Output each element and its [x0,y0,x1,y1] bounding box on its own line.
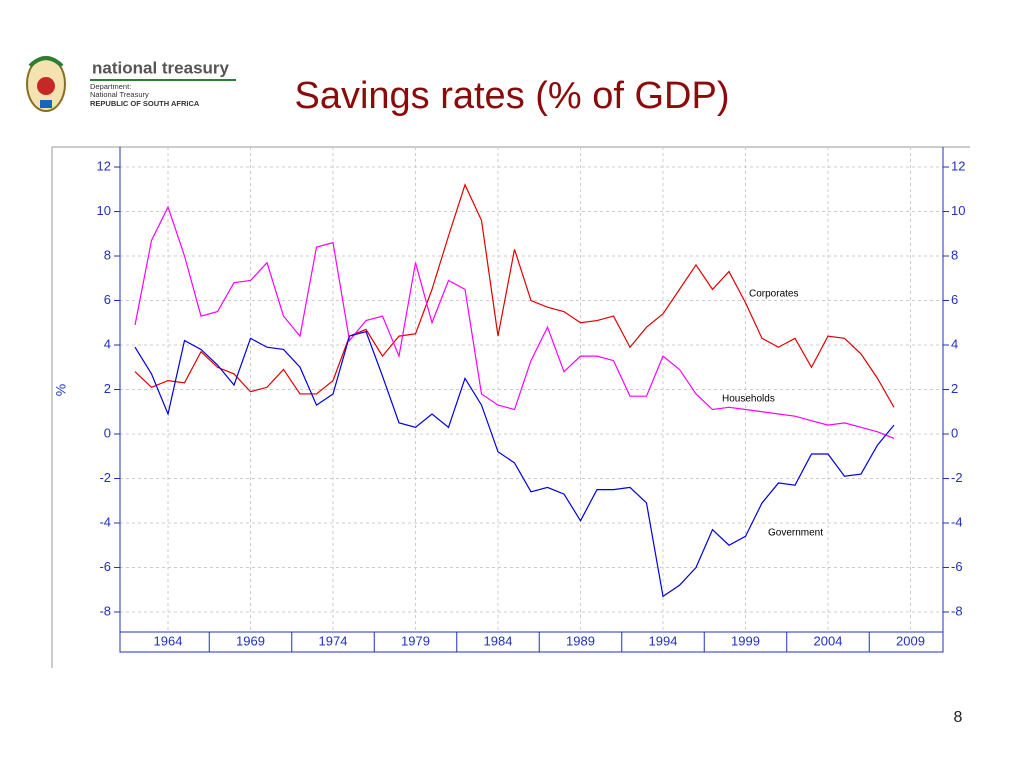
y2-tick-label: -8 [951,603,963,618]
y-tick-label: -4 [99,514,111,529]
y-tick-label: 4 [104,336,111,351]
x-tick-label: 1964 [154,633,183,648]
year-band [119,631,944,653]
y2-tick-label: -6 [951,559,963,574]
y2-tick-label: -2 [951,470,963,485]
y-axis-label: % [53,384,69,396]
x-tick-label: 1999 [731,633,760,648]
y-tick-label: 6 [104,292,111,307]
country: REPUBLIC OF SOUTH AFRICA [90,99,200,108]
y2-tick-label: -4 [951,514,963,529]
page-number: 8 [954,709,963,726]
y2-tick-label: 0 [951,425,958,440]
y-tick-label: -2 [99,470,111,485]
y-tick-label: 12 [97,158,111,173]
org-name: national treasury [92,58,230,77]
y-tick-label: 0 [104,425,111,440]
y-tick-label: 2 [104,381,111,396]
x-tick-label: 1969 [236,633,265,648]
x-tick-label: 1984 [484,633,513,648]
series-label: Government [768,528,823,539]
series-line [134,330,895,598]
y2-tick-label: 6 [951,292,958,307]
series-label: Corporates [749,289,798,300]
series-label: Households [722,394,775,405]
plot: -8 -8 -6 -6 -4 -4 -2 -2 0 0 2 2 4 4 6 6 8 8 10 10 12 12 1964 19… [97,147,965,652]
series-line [134,183,895,408]
y2-tick-label: 2 [951,381,958,396]
x-tick-label: 1994 [649,633,678,648]
y-tick-label: 10 [97,203,111,218]
y-tick-label: -8 [99,603,111,618]
series-line [134,205,895,440]
y-tick-label: 8 [104,247,111,262]
y2-tick-label: 4 [951,336,958,351]
x-tick-label: 1974 [319,633,348,648]
x-tick-label: 2004 [814,633,843,648]
y2-tick-label: 8 [951,247,958,262]
y2-tick-label: 12 [951,158,965,173]
x-tick-label: 2009 [896,633,925,648]
y2-tick-label: 10 [951,203,965,218]
x-tick-label: 1979 [401,633,430,648]
dept-name: National Treasury [90,90,149,99]
y-tick-label: -6 [99,559,111,574]
logo [26,56,66,112]
chart-title: Savings rates (% of GDP) [294,75,729,117]
department: Department: [90,82,131,91]
x-tick-label: 1989 [566,633,595,648]
